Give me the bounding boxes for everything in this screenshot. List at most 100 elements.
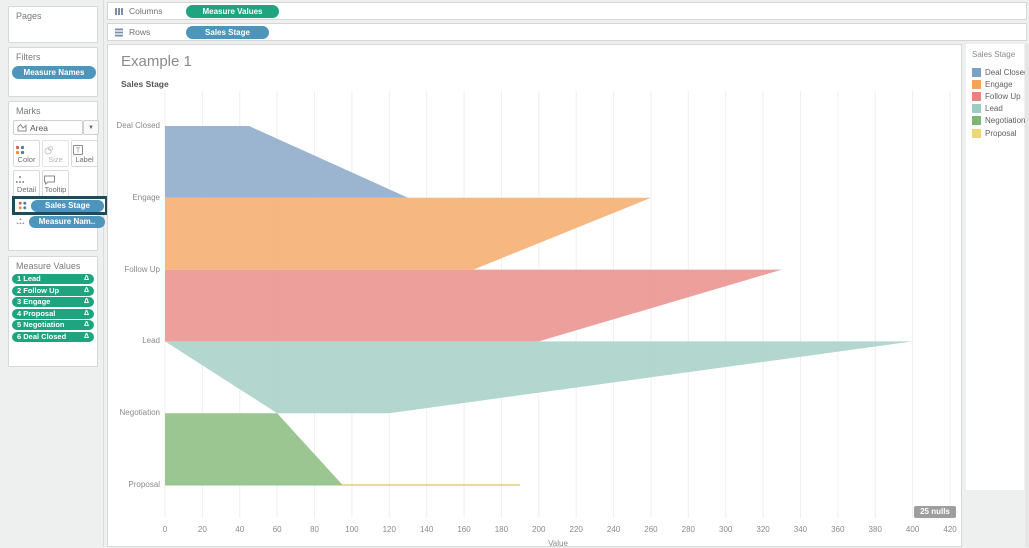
legend-item-label: Negotiation	[985, 116, 1026, 126]
svg-text:T: T	[76, 148, 81, 155]
size-circles-icon	[43, 144, 68, 156]
area-mark-lead[interactable]	[165, 341, 913, 414]
legend-swatch	[972, 91, 981, 101]
row-label: Deal Closed	[116, 121, 160, 130]
legend-item[interactable]: Follow Up	[966, 90, 1024, 102]
x-tick-label: 400	[905, 525, 920, 534]
legend-item-label: Deal Closed	[985, 67, 1029, 77]
legend-swatch	[972, 67, 981, 77]
filter-pill-measure-names[interactable]: Measure Names	[12, 66, 96, 79]
x-tick-label: 320	[756, 525, 770, 534]
delta-icon: Δ	[83, 298, 89, 305]
area-mark-negotiation[interactable]	[165, 413, 343, 485]
detail-dots-icon	[14, 174, 39, 186]
pages-shelf[interactable]: Pages	[8, 6, 98, 43]
legend-item-label: Follow Up	[985, 91, 1021, 101]
mark-type-dropdown-arrow[interactable]: ▼	[83, 120, 99, 135]
color-dots-icon	[18, 201, 27, 210]
rows-icon	[115, 28, 123, 37]
marks-pill-sales-stage[interactable]: Sales Stage	[31, 199, 104, 212]
delta-icon: Δ	[83, 309, 89, 317]
tooltip-button-label: Tooltip	[44, 185, 67, 194]
row-label: Negotiation	[119, 408, 160, 418]
delta-icon: Δ	[83, 275, 89, 282]
x-tick-label: 80	[310, 525, 319, 534]
area-mark-follow-up[interactable]	[165, 269, 782, 342]
delta-icon: Δ	[83, 321, 89, 328]
marks-card: Marks Area ▼ Color Size T Label	[8, 101, 108, 251]
columns-pill-measure-values[interactable]: Measure Values	[186, 4, 279, 18]
detail-dots-icon	[16, 218, 25, 225]
area-mark-deal-closed[interactable]	[165, 126, 408, 198]
row-label: Lead	[142, 336, 160, 346]
x-tick-label: 420	[943, 525, 957, 534]
filters-label: Filters	[16, 52, 41, 62]
legend-item[interactable]: Lead	[966, 103, 1024, 115]
measure-values-card: Measure Values 1 Lead Δ 2 Follow Up Δ 3 En…	[8, 256, 98, 367]
worksheet-canvas: Example 1 Sales Stage Deal Closed Engage F…	[107, 44, 962, 548]
x-tick-label: 100	[345, 525, 359, 534]
color-dots-icon	[14, 144, 39, 156]
legend-item[interactable]: Deal Closed	[966, 66, 1029, 78]
x-tick-label: 280	[681, 525, 695, 534]
x-tick-label: 240	[606, 525, 621, 534]
x-axis-title: Value	[548, 539, 568, 548]
x-tick-label: 140	[419, 525, 434, 534]
legend-swatch	[972, 104, 981, 114]
legend-item[interactable]: Engage	[966, 78, 1024, 90]
filters-shelf[interactable]: Filters Measure Names	[8, 47, 98, 97]
measure-pill-follow-up[interactable]: 2 Follow Up Δ	[12, 285, 94, 296]
detail-button-label: Detail	[16, 185, 37, 194]
detail-button[interactable]: Detail	[13, 170, 40, 197]
area-mark-engage[interactable]	[165, 197, 651, 270]
delta-icon: Δ	[83, 332, 89, 340]
x-tick-label: 340	[793, 525, 808, 534]
measure-pill-lead[interactable]: 1 Lead Δ	[12, 274, 94, 284]
legend-item-label: Proposal	[985, 128, 1017, 138]
rows-shelf-label: Rows	[129, 27, 151, 37]
marks-pill-measure-names[interactable]: Measure Nam..	[29, 215, 105, 228]
marks-pill-row: Measure Nam..	[15, 215, 111, 228]
label-button-label: Label	[75, 155, 94, 164]
row-label: Follow Up	[124, 264, 160, 274]
selected-pill-highlight: Sales Stage	[12, 196, 108, 215]
legend-item[interactable]: Proposal	[966, 127, 1024, 139]
measure-pill-engage[interactable]: 3 Engage Δ	[12, 297, 94, 307]
legend-item-label: Lead	[985, 104, 1003, 114]
legend-item[interactable]: Negotiation	[966, 115, 1026, 127]
measure-pill-deal-closed[interactable]: 6 Deal Closed Δ	[12, 331, 94, 342]
legend-item-label: Engage	[985, 79, 1013, 89]
x-tick-label: 120	[382, 525, 396, 534]
rows-pill-sales-stage[interactable]: Sales Stage	[186, 25, 269, 39]
mark-type-dropdown[interactable]: Area	[13, 120, 83, 135]
x-tick-label: 220	[569, 525, 583, 534]
tooltip-button[interactable]: Tooltip	[42, 170, 69, 197]
row-label: Engage	[132, 192, 160, 202]
row-label: Proposal	[128, 480, 160, 489]
x-tick-label: 200	[532, 525, 546, 534]
marks-label: Marks	[16, 106, 41, 116]
measure-pill-proposal[interactable]: 4 Proposal Δ	[12, 308, 94, 319]
size-button[interactable]: Size	[42, 140, 69, 167]
x-tick-label: 20	[197, 525, 207, 534]
area-chart-icon	[17, 123, 27, 132]
nulls-indicator-badge[interactable]: 25 nulls	[914, 506, 956, 518]
columns-shelf[interactable]: Columns Measure Values	[107, 2, 1027, 20]
x-tick-label: 160	[457, 525, 471, 534]
mark-type-value: Area	[30, 122, 48, 133]
delta-icon: Δ	[83, 286, 89, 294]
sheet-title: Example 1	[121, 53, 192, 70]
measure-pill-negotiation[interactable]: 5 Negotiation Δ	[12, 320, 94, 330]
left-sidebar: Pages Filters Measure Names Marks Area ▼…	[0, 0, 108, 547]
color-button[interactable]: Color	[13, 140, 40, 167]
legend-swatch	[972, 116, 981, 126]
columns-shelf-label: Columns	[129, 6, 163, 16]
x-tick-label: 40	[235, 525, 245, 534]
tooltip-bubble-icon	[43, 174, 68, 186]
rows-shelf[interactable]: Rows Sales Stage	[107, 23, 1027, 41]
pages-label: Pages	[16, 11, 42, 21]
color-legend: Sales Stage Deal Closed Engage Follow Up Le…	[966, 44, 1029, 490]
legend-swatch	[972, 128, 981, 138]
measure-values-label: Measure Values	[16, 261, 81, 271]
label-button[interactable]: T Label	[71, 140, 98, 167]
